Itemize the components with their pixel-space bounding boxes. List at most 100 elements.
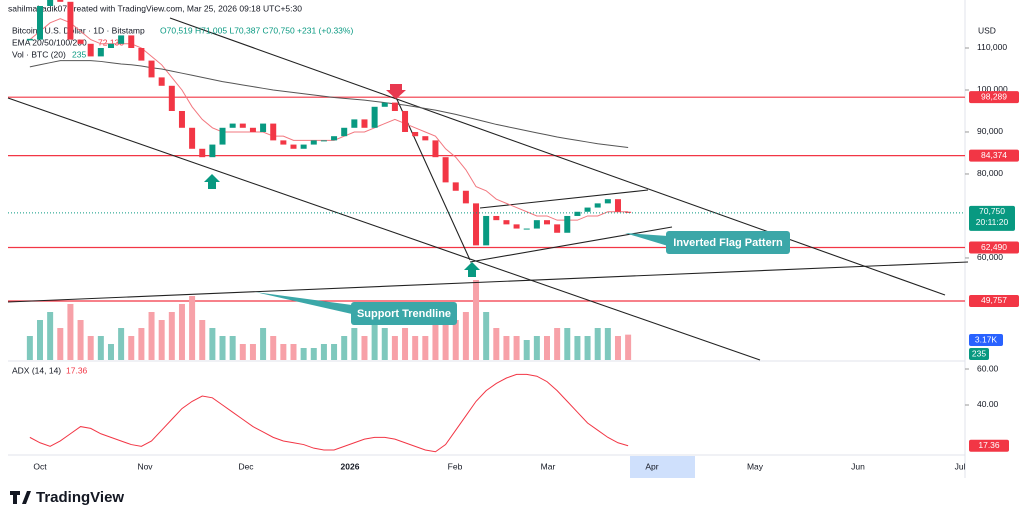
volume-bar <box>57 328 64 360</box>
volume-bar <box>209 328 216 360</box>
candle <box>594 203 601 208</box>
candle <box>422 136 429 141</box>
volume-bar <box>412 336 419 360</box>
ema-title: EMA 20/50/100/200 <box>12 37 87 47</box>
candle <box>148 60 155 78</box>
volume-bar <box>97 336 104 360</box>
volume-bar <box>584 336 591 360</box>
volume-bar <box>625 334 632 360</box>
level-label: 49,757 <box>981 295 1007 305</box>
volume-bar <box>148 312 155 360</box>
volume-bar <box>158 320 165 360</box>
candle <box>402 110 409 132</box>
candle <box>503 220 510 225</box>
volume-bar <box>422 336 429 360</box>
candle <box>260 123 267 132</box>
candle <box>442 157 449 183</box>
volume-bar <box>260 328 267 360</box>
countdown: 20:11:20 <box>976 217 1009 227</box>
candle <box>381 102 388 107</box>
volume-ma-box <box>969 348 989 360</box>
candle <box>300 144 307 149</box>
volume-bar <box>219 336 226 360</box>
candle <box>270 123 277 141</box>
volume-label: 3.17K <box>975 334 998 344</box>
adx-value: 17.36 <box>66 365 88 375</box>
candle <box>57 0 64 2</box>
trendlines <box>7 17 969 361</box>
candle <box>168 85 175 111</box>
level-label-box <box>969 241 1019 254</box>
y-tick-label: 80,000 <box>977 168 1003 178</box>
annotation: Support Trendline <box>357 308 451 320</box>
candle <box>189 127 196 149</box>
volume-bar <box>128 336 135 360</box>
volume-bar <box>239 344 246 360</box>
candle <box>209 144 216 158</box>
trendline <box>7 261 969 303</box>
volume-bar <box>270 336 277 360</box>
callout-box <box>351 302 457 325</box>
candle <box>87 43 94 57</box>
candle <box>412 131 419 137</box>
x-tick-label: May <box>747 461 764 471</box>
volume-bar <box>483 312 490 360</box>
adx-line <box>29 373 629 453</box>
volume-bar <box>533 336 540 360</box>
candle <box>554 224 561 233</box>
volume-bar <box>402 328 409 360</box>
candle <box>341 127 348 137</box>
x-tick-label: Mar <box>541 461 556 471</box>
candle <box>229 123 236 128</box>
level-label-box <box>969 149 1019 162</box>
level-label: 98,289 <box>981 91 1007 101</box>
volume-ma: 235 <box>72 49 86 59</box>
candle <box>604 199 611 204</box>
candle <box>77 39 84 44</box>
volume-bar <box>574 336 581 360</box>
candle <box>199 148 206 158</box>
y-tick-label: 110,000 <box>977 42 1007 52</box>
logo: TradingView <box>10 489 124 506</box>
candle <box>351 119 358 128</box>
volume-bar <box>300 348 307 360</box>
volume-bar <box>503 336 510 360</box>
up-arrow <box>204 174 220 189</box>
candle <box>574 211 581 216</box>
candle <box>239 123 246 128</box>
candle <box>118 35 125 44</box>
ema-line <box>29 60 629 149</box>
volume-bar <box>178 304 185 360</box>
candle <box>432 140 439 158</box>
symbol-title: Bitcoin / U.S. Dollar · 1D · Bitstamp <box>12 25 145 35</box>
volume-label-box <box>969 334 1003 346</box>
candle <box>625 211 632 213</box>
logo-mark <box>10 491 31 504</box>
volume-bar <box>67 304 74 360</box>
level-label: 62,490 <box>981 242 1007 252</box>
candle <box>249 127 256 132</box>
x-tick-label: Apr <box>645 461 658 471</box>
y-tick-label: 60,000 <box>977 252 1003 262</box>
volume-bar <box>493 328 500 360</box>
callout-box <box>666 231 790 254</box>
candle <box>564 215 571 233</box>
candle <box>320 140 327 142</box>
candle <box>391 102 398 111</box>
adx-label-box <box>969 439 1009 452</box>
volume-bar <box>199 320 206 360</box>
x-tick-label: Dec <box>238 461 254 471</box>
callout-pointer <box>625 233 668 246</box>
volume-bar <box>189 296 196 360</box>
volume-bar <box>87 336 94 360</box>
x-tick-label: Jul <box>955 461 966 471</box>
volume-bar <box>564 328 571 360</box>
volume-bar <box>26 336 33 360</box>
annotation: Inverted Flag Pattern <box>673 237 783 249</box>
callout-pointer <box>255 292 352 314</box>
candle <box>97 47 104 57</box>
volume-bar <box>138 328 145 360</box>
y-tick-label: 60.00 <box>977 363 999 373</box>
